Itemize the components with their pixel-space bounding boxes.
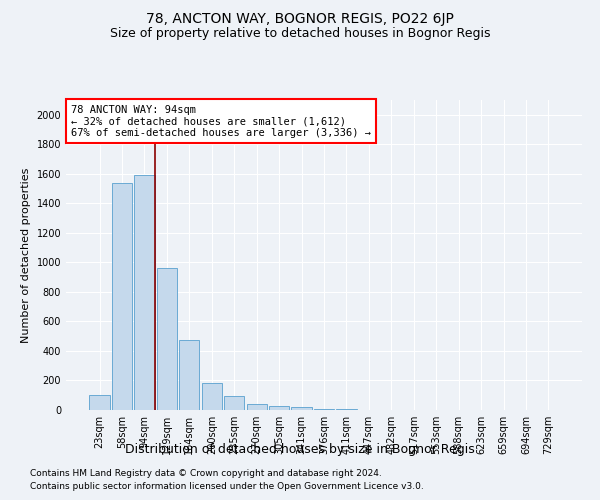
Text: Distribution of detached houses by size in Bognor Regis: Distribution of detached houses by size … — [125, 442, 475, 456]
Bar — [247, 404, 267, 410]
Bar — [292, 407, 311, 410]
Text: Size of property relative to detached houses in Bognor Regis: Size of property relative to detached ho… — [110, 28, 490, 40]
Text: Contains public sector information licensed under the Open Government Licence v3: Contains public sector information licen… — [30, 482, 424, 491]
Bar — [134, 176, 155, 410]
Text: 78 ANCTON WAY: 94sqm
← 32% of detached houses are smaller (1,612)
67% of semi-de: 78 ANCTON WAY: 94sqm ← 32% of detached h… — [71, 104, 371, 138]
Y-axis label: Number of detached properties: Number of detached properties — [21, 168, 31, 342]
Bar — [269, 406, 289, 410]
Text: 78, ANCTON WAY, BOGNOR REGIS, PO22 6JP: 78, ANCTON WAY, BOGNOR REGIS, PO22 6JP — [146, 12, 454, 26]
Bar — [179, 340, 199, 410]
Bar — [224, 396, 244, 410]
Bar — [202, 382, 222, 410]
Bar — [112, 182, 132, 410]
Bar — [314, 408, 334, 410]
Bar — [89, 395, 110, 410]
Bar — [157, 268, 177, 410]
Text: Contains HM Land Registry data © Crown copyright and database right 2024.: Contains HM Land Registry data © Crown c… — [30, 468, 382, 477]
